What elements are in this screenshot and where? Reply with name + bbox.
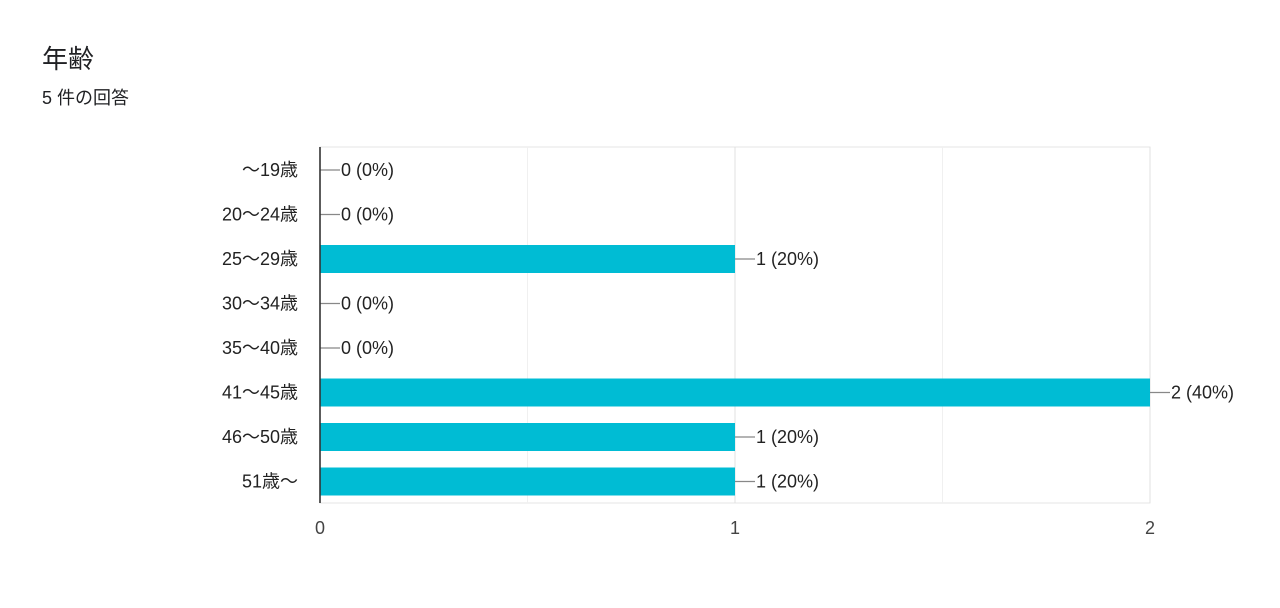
- data-label: 0 (0%): [341, 338, 394, 358]
- x-tick-label: 2: [1145, 518, 1155, 538]
- category-label: 25～29歳: [222, 249, 298, 269]
- category-label: 46～50歳: [222, 427, 298, 447]
- data-label: 1 (20%): [756, 472, 819, 492]
- bar: [320, 423, 735, 451]
- question-title: 年齢: [42, 44, 95, 74]
- x-tick-label: 0: [315, 518, 325, 538]
- bar: [320, 245, 735, 273]
- category-label: 20～24歳: [222, 205, 298, 225]
- bar: [320, 378, 1150, 407]
- data-label: 2 (40%): [1171, 383, 1234, 403]
- x-tick-label: 1: [730, 518, 740, 538]
- data-label: 1 (20%): [756, 427, 819, 447]
- data-label: 1 (20%): [756, 249, 819, 269]
- category-label: 35～40歳: [222, 338, 298, 358]
- response-count: 5 件の回答: [42, 88, 130, 108]
- data-label: 0 (0%): [341, 294, 394, 314]
- category-label: 41～45歳: [222, 383, 298, 403]
- data-label: 0 (0%): [341, 160, 394, 180]
- data-label: 0 (0%): [341, 205, 394, 225]
- bar: [320, 467, 735, 496]
- category-label: ～19歳: [242, 160, 298, 180]
- category-label: 51歳～: [242, 472, 298, 492]
- category-label: 30～34歳: [222, 294, 298, 314]
